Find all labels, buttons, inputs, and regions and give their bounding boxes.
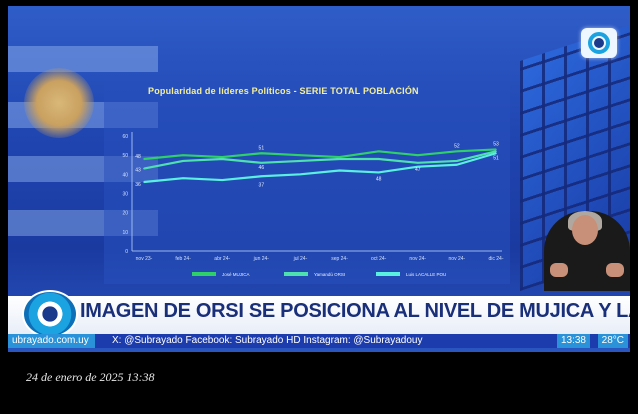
series-line [143, 148, 497, 161]
x-tick-label: sep 24- [331, 256, 348, 262]
series-point [338, 156, 341, 158]
data-label: 37 [259, 182, 265, 188]
series-point [456, 160, 458, 162]
series-point [377, 150, 380, 153]
series-point [456, 163, 458, 166]
series-point [416, 165, 419, 168]
ticker-site: ubrayado.com.uy [8, 334, 95, 348]
flag-stripe [8, 46, 158, 72]
x-tick-label: nov 24- [449, 256, 466, 262]
legend-label: José MUJICA [222, 272, 250, 277]
series-point [143, 167, 145, 170]
tv-screen: Popularidad de líderes Políticos - SERIE… [8, 6, 630, 352]
x-tick-label: jul 24- [293, 256, 308, 262]
photo-timestamp: 24 de enero de 2025 13:38 [26, 370, 155, 384]
data-label: 52 [454, 143, 460, 149]
data-label: 46 [259, 165, 265, 171]
series-point [221, 158, 224, 160]
series-point [299, 160, 302, 162]
legend-swatch [192, 272, 216, 276]
y-tick-label: 60 [122, 134, 128, 140]
subrayado-logo-icon [22, 290, 78, 338]
y-tick-label: 30 [122, 192, 128, 198]
series-point [221, 156, 224, 158]
series-point [299, 154, 302, 156]
y-tick-label: 50 [122, 153, 128, 159]
ticker-temperature: 28°C [597, 334, 628, 348]
series-point [260, 152, 263, 155]
news-ticker: ubrayado.com.uy X: @Subrayado Facebook: … [8, 334, 630, 348]
x-tick-label: abr 24- [214, 256, 230, 262]
data-label: 51 [493, 155, 499, 161]
ticker-time: 13:38 [556, 334, 590, 348]
series-point [182, 154, 184, 156]
series-line [143, 152, 497, 184]
y-tick-label: 40 [122, 172, 128, 178]
series-point [377, 158, 380, 160]
sign-language-interpreter [544, 211, 630, 291]
series-point [143, 158, 145, 160]
data-label: 36 [135, 182, 141, 188]
y-tick-label: 0 [125, 249, 128, 255]
flag-sun-icon [24, 68, 94, 138]
series-point [416, 162, 419, 164]
series-line [143, 150, 497, 170]
y-tick-label: 20 [122, 211, 128, 217]
series-point [182, 177, 184, 179]
legend-swatch [376, 272, 400, 276]
series-point [495, 152, 497, 155]
series-point [221, 179, 224, 181]
data-label: 53 [493, 141, 499, 147]
line-chart: 0 10 20 30 40 50 60 nov 23- feb 24- abr 24- jun 24… [122, 132, 504, 277]
series-point [260, 162, 263, 164]
lower-third-banner [8, 296, 630, 334]
x-tick-label: feb 24- [175, 256, 191, 262]
data-label: 51 [259, 145, 265, 151]
x-tick-label: jun 24- [253, 256, 270, 262]
x-tick-label: nov 23- [136, 256, 153, 262]
y-tick-label: 10 [122, 230, 128, 236]
data-label: 48 [135, 154, 141, 160]
series-point [377, 171, 380, 174]
series-point [299, 173, 302, 176]
data-label: 43 [135, 168, 141, 174]
x-tick-label: dic 24- [488, 256, 503, 262]
series-point [260, 175, 263, 178]
legend-swatch [284, 272, 308, 276]
series-point [338, 158, 341, 160]
legend-label: Yamandú ORSI [314, 272, 345, 277]
subrayado-logo-icon [581, 28, 617, 58]
series-point [416, 154, 419, 156]
ticker-social: X: @Subrayado Facebook: Subrayado HD Ins… [112, 335, 423, 346]
x-tick-label: nov 24- [409, 256, 426, 262]
series-point [338, 169, 341, 172]
series-point [495, 150, 497, 153]
data-label: 47 [415, 167, 421, 173]
series-point [143, 181, 145, 183]
headline: IMAGEN DE ORSI SE POSICIONA AL NIVEL DE … [80, 300, 630, 322]
data-label: 48 [376, 176, 382, 182]
series-point [182, 160, 184, 162]
x-tick-label: oct 24- [371, 256, 387, 262]
series-point [456, 150, 458, 153]
series-point [495, 148, 497, 151]
chart-title: Popularidad de líderes Políticos - SERIE… [148, 86, 419, 96]
legend-label: Luis LACALLE POU [406, 272, 446, 277]
